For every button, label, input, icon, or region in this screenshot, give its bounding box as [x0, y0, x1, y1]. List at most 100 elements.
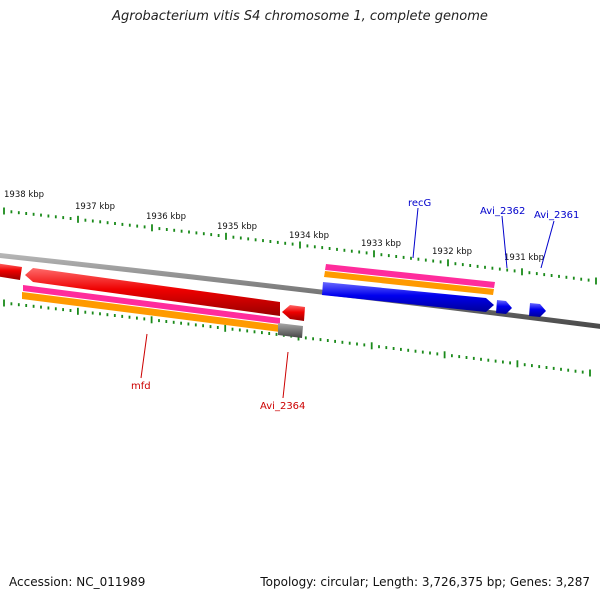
avi-2362-label[interactable]: Avi_2362 — [480, 206, 525, 217]
scale-label-1931: 1931 kbp — [504, 253, 544, 263]
upper-ring-minor-tick — [402, 255, 405, 259]
chromosome-backbone — [0, 253, 600, 329]
scale-label-1938: 1938 kbp — [4, 190, 44, 200]
scale-label-1932: 1932 kbp — [432, 247, 472, 257]
lower-ring-major-tick — [77, 307, 79, 315]
upper-ring-minor-tick — [484, 265, 486, 269]
upper-ring-minor-tick — [358, 250, 361, 254]
lower-ring-minor-tick — [531, 364, 533, 368]
avi-2364-pseudo-bar[interactable] — [278, 323, 303, 338]
lower-ring-minor-tick — [465, 356, 468, 359]
upper-ring-minor-tick — [262, 239, 264, 243]
upper-ring-minor-tick — [417, 257, 420, 261]
upper-ring-major-tick — [595, 277, 597, 285]
avi-2361-label[interactable]: Avi_2361 — [534, 210, 579, 221]
recg-gene-arrow[interactable] — [322, 282, 494, 312]
lower-ring-minor-tick — [54, 307, 57, 311]
lower-ring-minor-tick — [538, 365, 541, 369]
upper-ring-minor-tick — [558, 274, 560, 278]
topology-text: Topology: circular; Length: 3,726,375 bp… — [260, 575, 590, 589]
lower-ring-minor-tick — [84, 310, 87, 314]
mfd-cds-bar[interactable] — [22, 292, 280, 332]
recg-leader-line — [412, 207, 419, 259]
upper-ring-minor-tick — [232, 235, 235, 239]
upper-ring-minor-tick — [188, 230, 190, 234]
upper-ring-minor-tick — [380, 253, 383, 257]
partial-gene-left[interactable] — [0, 263, 22, 280]
upper-ring-minor-tick — [173, 228, 176, 232]
lower-ring-minor-tick — [106, 313, 109, 317]
upper-ring-minor-tick — [180, 229, 183, 233]
upper-ring-minor-tick — [114, 222, 116, 225]
recg-label[interactable]: recG — [408, 198, 431, 209]
lower-ring-major-tick — [224, 324, 227, 332]
lower-ring-minor-tick — [194, 323, 197, 327]
lower-ring-major-tick — [516, 360, 519, 368]
lower-ring-minor-tick — [165, 320, 168, 323]
recg-gene[interactable] — [322, 264, 495, 312]
lower-ring-minor-tick — [436, 352, 439, 356]
lower-ring-minor-tick — [574, 369, 577, 373]
upper-ring-minor-tick — [550, 274, 553, 277]
upper-ring-minor-tick — [106, 221, 109, 225]
upper-ring-minor-tick — [62, 216, 65, 220]
upper-ring-minor-tick — [476, 264, 479, 268]
upper-ring-minor-tick — [121, 222, 124, 226]
lower-ring-minor-tick — [523, 363, 526, 367]
upper-ring-minor-tick — [40, 213, 42, 217]
upper-ring-minor-tick — [291, 242, 294, 246]
lower-ring-minor-tick — [304, 336, 307, 340]
scale-label-1935: 1935 kbp — [217, 222, 257, 232]
lower-ring-minor-tick — [246, 329, 249, 333]
avi-2361-gene-arrow[interactable] — [529, 303, 546, 317]
avi-2364-gene-arrow[interactable] — [282, 305, 305, 321]
mfd-rna-bar[interactable] — [23, 285, 280, 324]
lower-ring-minor-tick — [268, 332, 271, 335]
upper-ring-minor-tick — [365, 251, 368, 255]
upper-ring-minor-tick — [498, 267, 501, 271]
upper-ring-minor-tick — [350, 249, 353, 253]
lower-ring-minor-tick — [400, 347, 402, 351]
lower-ring-minor-tick — [480, 357, 482, 361]
upper-ring-minor-tick — [410, 256, 412, 260]
avi-2364-label[interactable]: Avi_2364 — [260, 401, 305, 412]
upper-ring-minor-tick — [424, 258, 427, 262]
lower-ring-minor-tick — [113, 314, 116, 317]
lower-ring-major-tick — [370, 342, 373, 350]
lower-ring-minor-tick — [581, 370, 584, 374]
accession-text: Accession: NC_011989 — [9, 575, 146, 589]
lower-ring-minor-tick — [363, 343, 366, 347]
upper-ring-minor-tick — [10, 210, 13, 214]
upper-ring-minor-tick — [306, 244, 309, 248]
avi-2362-leader-line — [501, 215, 508, 269]
upper-ring-minor-tick — [572, 276, 575, 280]
upper-ring-minor-tick — [99, 220, 102, 224]
lower-ring-minor-tick — [91, 311, 94, 315]
upper-ring-minor-tick — [528, 271, 531, 275]
upper-ring-minor-tick — [439, 260, 442, 264]
lower-ring-minor-tick — [451, 354, 453, 358]
upper-ring-minor-tick — [84, 218, 87, 222]
upper-ring-minor-tick — [506, 268, 509, 272]
lower-ring-minor-tick — [552, 366, 555, 370]
avi-2364-leader-line — [282, 351, 289, 399]
upper-ring-minor-tick — [461, 263, 464, 267]
lower-ring-minor-tick — [392, 347, 395, 350]
mfd-gene-arrow[interactable] — [25, 268, 280, 316]
mfd-gene[interactable] — [22, 268, 280, 332]
upper-ring-minor-tick — [217, 234, 220, 237]
recg-rna-bar[interactable] — [325, 264, 495, 288]
avi-2362-gene-arrow[interactable] — [496, 300, 512, 314]
lower-ring-minor-tick — [312, 337, 314, 341]
upper-ring-minor-tick — [247, 237, 250, 241]
upper-ring-minor-tick — [276, 240, 279, 244]
scale-label-1934: 1934 kbp — [289, 231, 329, 241]
lower-ring-minor-tick — [158, 319, 160, 323]
recg-cds-bar[interactable] — [324, 271, 494, 295]
lower-ring-minor-tick — [32, 304, 35, 308]
upper-ring-major-tick — [3, 207, 5, 215]
lower-ring-minor-tick — [261, 331, 263, 335]
mfd-label[interactable]: mfd — [131, 381, 151, 392]
upper-ring-minor-tick — [395, 255, 398, 258]
